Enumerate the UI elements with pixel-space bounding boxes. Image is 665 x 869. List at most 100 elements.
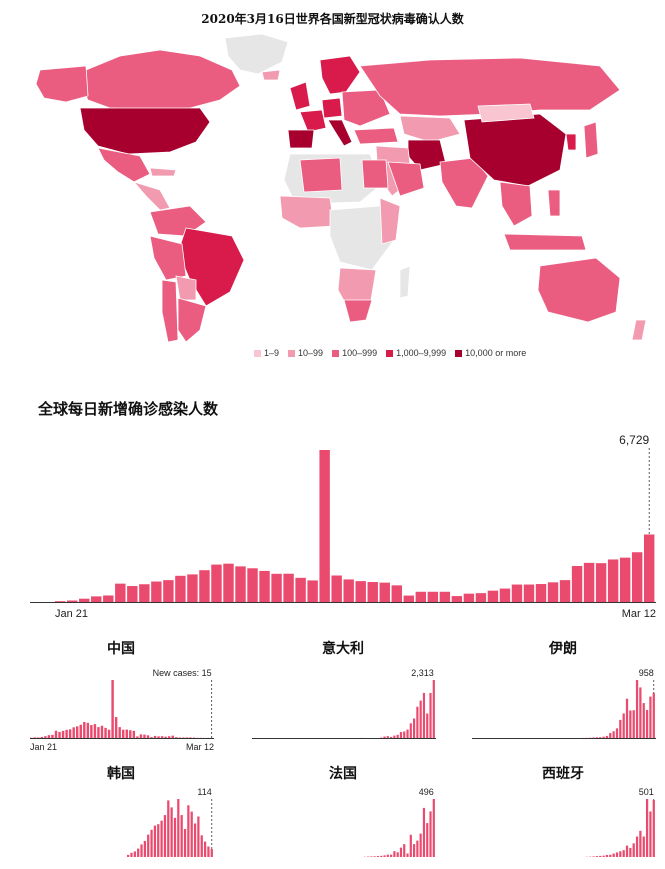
bar — [355, 581, 366, 602]
bar — [114, 717, 118, 738]
bar — [432, 680, 435, 738]
x-tick-label-end: Mar 12 — [186, 742, 214, 752]
country-madagascar — [399, 265, 411, 299]
country-colombia-venezuela — [149, 205, 207, 237]
bar — [370, 856, 373, 857]
bar — [535, 584, 547, 602]
bar — [609, 854, 612, 857]
bar — [180, 815, 183, 857]
legend-swatch — [386, 349, 394, 357]
bar — [391, 585, 402, 602]
bar — [189, 737, 192, 738]
country-scandinavia — [319, 55, 361, 95]
bar — [111, 680, 114, 738]
bar — [223, 563, 234, 602]
bar — [139, 734, 143, 738]
bar — [383, 855, 386, 857]
bar — [406, 853, 409, 857]
bar — [403, 595, 414, 602]
bar — [619, 851, 622, 857]
bar — [164, 736, 167, 738]
bar — [429, 811, 432, 857]
legend-item: 1–9 — [254, 348, 279, 358]
bar — [649, 811, 652, 857]
bar — [133, 851, 136, 857]
country-kazakhstan — [399, 115, 461, 143]
bar — [592, 856, 595, 857]
bar — [139, 584, 150, 602]
bar — [649, 696, 652, 738]
bar — [143, 734, 146, 738]
legend-swatch — [332, 349, 340, 357]
last-value-label: 2,313 — [411, 668, 434, 678]
bar — [380, 855, 383, 857]
bar — [642, 836, 645, 857]
legend-swatch — [288, 349, 296, 357]
bar — [211, 564, 222, 602]
legend-label: 10–99 — [298, 348, 324, 358]
bar — [629, 847, 632, 857]
last-value-label: 501 — [639, 787, 654, 797]
bar — [635, 680, 639, 738]
bar — [406, 729, 409, 738]
bar — [132, 730, 136, 738]
bar — [386, 736, 389, 738]
bar — [331, 575, 342, 602]
bar — [90, 725, 93, 738]
bar — [571, 565, 583, 602]
country-australia — [537, 257, 621, 323]
country-china — [463, 113, 567, 187]
map-title: 2020年3月16日世界各国新型冠状病毒确认人数 — [201, 12, 464, 26]
bar — [157, 824, 160, 857]
bar — [396, 852, 399, 857]
bar — [61, 730, 65, 738]
bar — [171, 735, 174, 738]
bar — [175, 575, 186, 602]
bar — [72, 727, 75, 738]
bar — [615, 852, 619, 857]
map-legend: 1–9 10–99 100–999 1,000–9,999 10,000 or … — [254, 348, 526, 358]
bar — [607, 559, 619, 602]
bar — [93, 724, 97, 738]
bar — [595, 856, 599, 857]
bar — [652, 800, 655, 857]
bar — [76, 726, 79, 738]
bar — [47, 735, 51, 738]
legend-swatch — [455, 349, 463, 357]
bar — [619, 719, 622, 738]
country-mongolia — [477, 103, 535, 123]
bar — [86, 722, 90, 738]
legend-item: 10–99 — [288, 348, 323, 358]
legend-label: 10,000 or more — [465, 348, 527, 358]
bar — [373, 856, 376, 857]
country-uk-ireland — [289, 81, 311, 111]
bar — [115, 583, 126, 602]
bar — [207, 846, 210, 857]
bar — [390, 854, 393, 857]
bar — [127, 586, 138, 602]
bar — [160, 820, 163, 857]
country-algeria — [299, 157, 343, 193]
bar — [122, 729, 125, 738]
bar — [605, 854, 609, 857]
country-usa — [79, 107, 211, 155]
country-germany — [321, 97, 343, 119]
bar — [599, 855, 602, 857]
country-russia — [359, 57, 621, 117]
bar — [153, 735, 157, 738]
bar — [33, 737, 36, 738]
bar — [379, 582, 390, 602]
legend-label: 100–999 — [342, 348, 378, 358]
bar — [185, 737, 189, 738]
country-eastern-europe — [341, 89, 391, 127]
country-alaska — [35, 65, 89, 103]
last-value-label: 6,729 — [619, 433, 649, 447]
bar — [163, 580, 174, 602]
country-peru — [149, 235, 187, 281]
bar — [140, 844, 143, 857]
bar — [197, 816, 200, 857]
bar — [193, 823, 197, 857]
bar — [153, 825, 157, 857]
x-tick-label-end: Mar 12 — [622, 608, 656, 620]
bar — [235, 566, 246, 602]
